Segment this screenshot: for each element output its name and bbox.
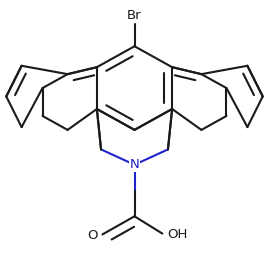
Text: N: N [130, 158, 139, 171]
Text: O: O [87, 229, 97, 242]
Text: Br: Br [127, 9, 142, 22]
Text: OH: OH [167, 228, 188, 242]
